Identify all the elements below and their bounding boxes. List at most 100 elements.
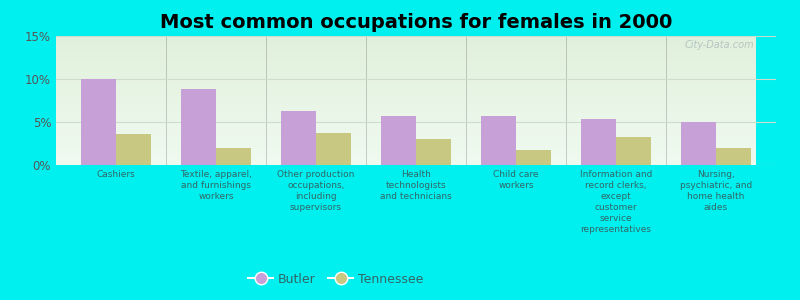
Bar: [56, 97, 756, 98]
Bar: [616, 137, 651, 165]
Bar: [56, 100, 756, 101]
Bar: [56, 153, 756, 154]
Bar: [56, 155, 756, 156]
Bar: [56, 37, 756, 38]
Bar: [316, 133, 351, 165]
Bar: [56, 159, 756, 160]
Bar: [56, 112, 756, 113]
Bar: [56, 128, 756, 129]
Bar: [56, 43, 756, 44]
Bar: [56, 163, 756, 164]
Bar: [56, 99, 756, 100]
Bar: [56, 56, 756, 57]
Bar: [56, 136, 756, 137]
Bar: [56, 142, 756, 143]
Bar: [381, 116, 416, 165]
Bar: [56, 85, 756, 86]
Bar: [56, 150, 756, 151]
Bar: [56, 64, 756, 65]
Bar: [56, 44, 756, 45]
Bar: [56, 132, 756, 133]
Bar: [56, 53, 756, 54]
Bar: [56, 117, 756, 118]
Bar: [56, 140, 756, 141]
Bar: [56, 41, 756, 42]
Bar: [56, 143, 756, 144]
Bar: [56, 118, 756, 119]
Bar: [56, 74, 756, 75]
Bar: [56, 90, 756, 91]
Bar: [56, 84, 756, 85]
Bar: [56, 54, 756, 55]
Bar: [56, 72, 756, 73]
Bar: [56, 123, 756, 124]
Bar: [56, 158, 756, 159]
Bar: [56, 45, 756, 46]
Bar: [56, 106, 756, 107]
Bar: [56, 67, 756, 68]
Bar: [56, 69, 756, 70]
Bar: [56, 101, 756, 102]
Bar: [56, 58, 756, 59]
Bar: [56, 124, 756, 125]
Bar: [56, 66, 756, 67]
Bar: [56, 61, 756, 62]
Bar: [56, 154, 756, 155]
Title: Most common occupations for females in 2000: Most common occupations for females in 2…: [160, 13, 672, 32]
Bar: [56, 111, 756, 112]
Bar: [56, 93, 756, 94]
Bar: [56, 57, 756, 58]
Bar: [56, 108, 756, 109]
Bar: [56, 47, 756, 48]
Bar: [416, 139, 451, 165]
Bar: [56, 160, 756, 161]
Bar: [56, 137, 756, 138]
Bar: [56, 95, 756, 96]
Bar: [216, 148, 251, 165]
Bar: [56, 40, 756, 41]
Bar: [56, 65, 756, 66]
Bar: [56, 131, 756, 132]
Bar: [56, 125, 756, 126]
Bar: [56, 86, 756, 87]
Bar: [56, 141, 756, 142]
Bar: [56, 146, 756, 147]
Bar: [56, 103, 756, 104]
Bar: [56, 71, 756, 72]
Bar: [56, 51, 756, 52]
Bar: [56, 133, 756, 134]
Text: City-Data.com: City-Data.com: [685, 40, 754, 50]
Bar: [56, 76, 756, 77]
Bar: [56, 164, 756, 165]
Bar: [56, 82, 756, 83]
Bar: [81, 79, 116, 165]
Bar: [56, 148, 756, 149]
Bar: [56, 161, 756, 162]
Bar: [56, 144, 756, 145]
Bar: [56, 157, 756, 158]
Bar: [56, 63, 756, 64]
Bar: [56, 138, 756, 139]
Bar: [56, 149, 756, 150]
Bar: [56, 145, 756, 146]
Bar: [56, 87, 756, 88]
Bar: [56, 75, 756, 76]
Bar: [56, 116, 756, 117]
Bar: [56, 38, 756, 39]
Bar: [56, 60, 756, 61]
Bar: [56, 151, 756, 152]
Bar: [56, 40, 756, 41]
Bar: [56, 52, 756, 53]
Bar: [56, 152, 756, 153]
Bar: [56, 102, 756, 103]
Bar: [56, 130, 756, 131]
Bar: [281, 111, 316, 165]
Bar: [56, 110, 756, 111]
Bar: [56, 126, 756, 127]
Bar: [56, 46, 756, 47]
Bar: [56, 70, 756, 71]
Bar: [56, 156, 756, 157]
Bar: [56, 120, 756, 121]
Bar: [56, 129, 756, 130]
Bar: [56, 83, 756, 84]
